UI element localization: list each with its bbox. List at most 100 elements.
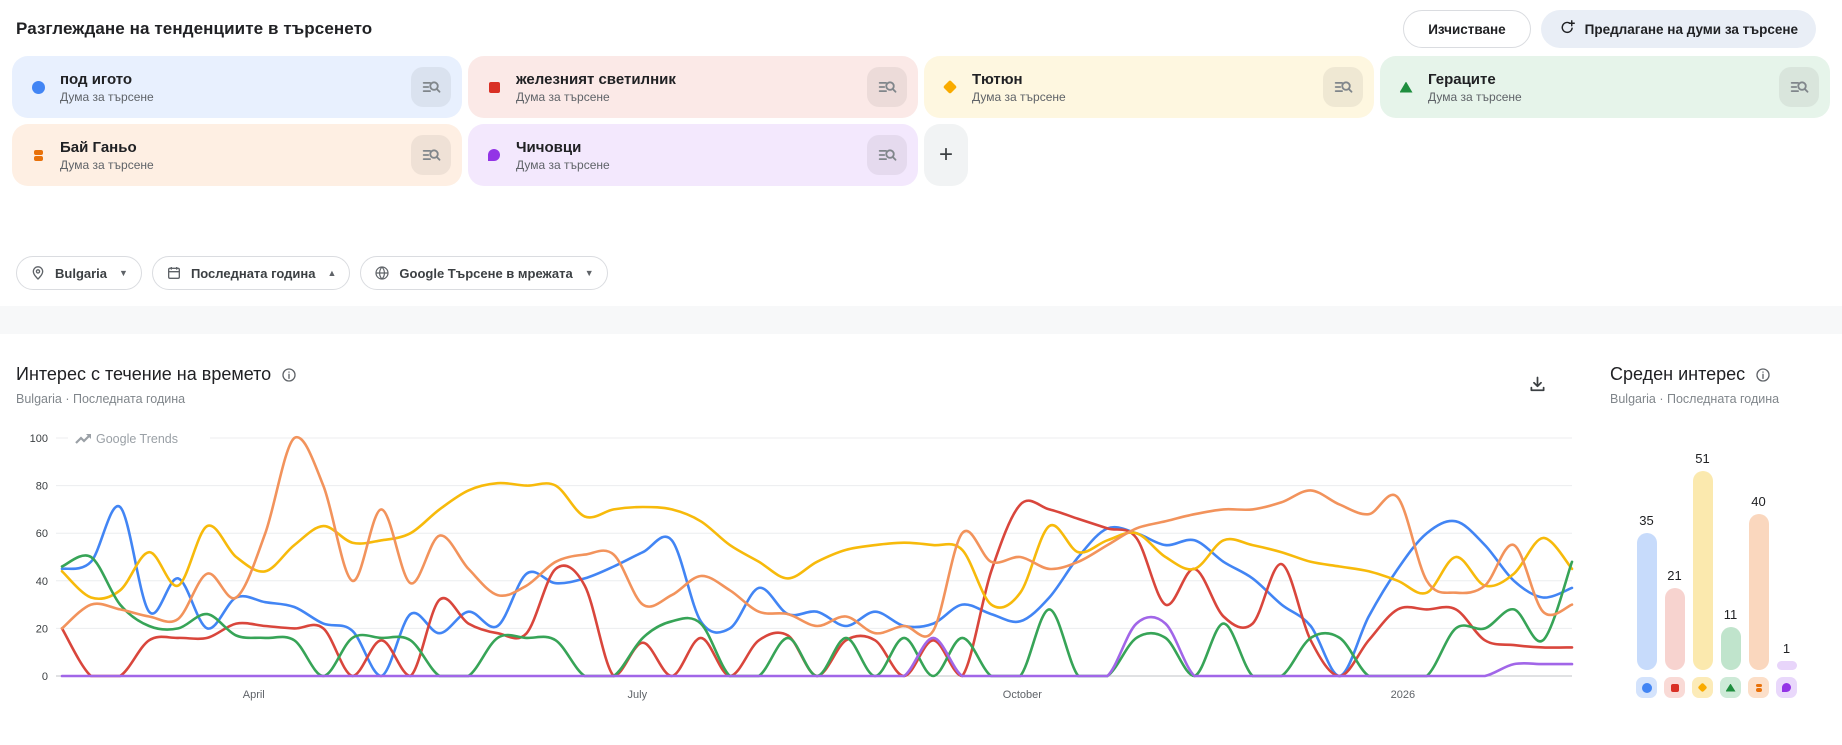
average-bar-column: 40	[1748, 494, 1769, 698]
bar-value-label: 40	[1751, 494, 1766, 509]
term-card[interactable]: под игото Дума за търсене	[12, 56, 462, 118]
term-label: железният светилник	[516, 70, 676, 88]
filter-pill[interactable]: Google Търсене в мрежата ▼	[360, 256, 608, 290]
interest-over-time-section: Интерес с течение на времето Bulgaria · …	[16, 364, 1586, 726]
svg-text:2026: 2026	[1391, 689, 1415, 701]
average-bar[interactable]	[1748, 514, 1769, 670]
average-interest-section: Среден интерес Bulgaria · Последната год…	[1610, 364, 1826, 726]
suggest-keywords-label: Предлагане на думи за търсене	[1584, 21, 1798, 37]
add-term-button[interactable]: +	[924, 124, 968, 186]
average-bar-column: 11	[1720, 607, 1741, 698]
legend-chip	[1776, 677, 1797, 698]
term-subtitle: Дума за търсене	[60, 157, 154, 172]
legend-chip	[1692, 677, 1713, 698]
manage-search-icon[interactable]	[411, 67, 451, 107]
download-icon[interactable]	[1523, 370, 1552, 402]
header-actions: Изчистване Предлагане на думи за търсене	[1403, 10, 1816, 48]
series-line	[60, 554, 1574, 678]
average-bar-column: 51	[1692, 451, 1713, 698]
term-marker	[486, 81, 502, 93]
auto-suggest-icon	[1559, 19, 1576, 39]
term-label: Бай Ганьо	[60, 138, 137, 156]
term-label: Гераците	[1428, 70, 1496, 88]
term-subtitle: Дума за търсене	[972, 89, 1066, 104]
interest-over-time-subtitle: Bulgaria · Последната година	[16, 392, 186, 406]
interest-line-chart: 0 20 40 60 80 100 Google Trends April July Octobe…	[16, 426, 1586, 726]
bar-value-label: 21	[1667, 568, 1682, 583]
filters-row: Bulgaria ▼ Последната година ▲ Google Тъ…	[0, 256, 1842, 290]
series-line	[60, 481, 1574, 609]
square-marker	[488, 81, 500, 93]
term-marker	[1398, 81, 1414, 93]
average-bar-chart: 35 21 51 11 40 1	[1610, 436, 1826, 698]
term-card[interactable]: Бай Ганьо Дума за търсене	[12, 124, 462, 186]
info-icon[interactable]	[281, 367, 297, 383]
term-label: Тютюн	[972, 70, 1023, 88]
double-square-marker	[33, 149, 43, 161]
average-bar[interactable]	[1664, 588, 1685, 670]
interest-over-time-title: Интерес с течение на времето	[16, 364, 272, 384]
bar-value-label: 1	[1782, 641, 1791, 656]
series-line	[60, 499, 1574, 678]
svg-text:60: 60	[36, 528, 48, 540]
term-subtitle: Дума за търсене	[60, 89, 154, 104]
quarter-circle-marker	[1782, 683, 1791, 692]
svg-text:0: 0	[42, 671, 48, 683]
term-label: Чичовци	[516, 138, 582, 156]
square-marker	[1670, 683, 1679, 692]
info-icon[interactable]	[1755, 367, 1771, 383]
location-pin-icon	[30, 265, 46, 281]
filter-label: Google Търсене в мрежата	[399, 265, 573, 281]
chevron-icon: ▼	[584, 268, 594, 278]
page-title: Разглеждане на тенденциите в търсенето	[16, 19, 373, 38]
term-subtitle: Дума за търсене	[516, 89, 610, 104]
svg-text:80: 80	[36, 481, 48, 493]
svg-text:20: 20	[36, 623, 48, 635]
term-marker	[30, 149, 46, 161]
average-bar[interactable]	[1692, 471, 1713, 670]
globe-icon	[374, 265, 390, 281]
circle-marker	[1641, 682, 1652, 693]
average-bar[interactable]	[1776, 661, 1797, 670]
filter-label: Bulgaria	[55, 265, 108, 281]
main-content: Интерес с течение на времето Bulgaria · …	[0, 334, 1842, 726]
clear-button[interactable]: Изчистване	[1403, 10, 1531, 48]
term-subtitle: Дума за търсене	[1428, 89, 1522, 104]
average-bar[interactable]	[1636, 533, 1657, 670]
search-terms-grid: под игото Дума за търсене железният свет…	[0, 48, 1842, 186]
term-marker	[30, 80, 46, 94]
calendar-icon	[166, 265, 182, 281]
circle-marker	[31, 80, 45, 94]
svg-text:April: April	[243, 689, 265, 701]
quarter-circle-marker	[488, 149, 500, 161]
filter-pill[interactable]: Последната година ▲	[151, 256, 351, 290]
bar-value-label: 35	[1639, 513, 1654, 528]
manage-search-icon[interactable]	[411, 135, 451, 175]
suggest-keywords-button[interactable]: Предлагане на думи за търсене	[1540, 10, 1816, 48]
average-bar[interactable]	[1720, 627, 1741, 670]
filter-pill[interactable]: Bulgaria ▼	[16, 256, 142, 290]
manage-search-icon[interactable]	[1779, 67, 1819, 107]
manage-search-icon[interactable]	[867, 67, 907, 107]
double-square-marker	[1755, 683, 1762, 692]
term-card[interactable]: Чичовци Дума за търсене	[468, 124, 918, 186]
chevron-icon: ▲	[327, 268, 337, 278]
chevron-icon: ▼	[119, 268, 128, 278]
triangle-marker	[1399, 81, 1413, 93]
google-trends-explore-page: Разглеждане на тенденциите в търсенето И…	[0, 10, 1842, 726]
trending-up-icon	[75, 434, 91, 444]
term-card[interactable]: Гераците Дума за търсене	[1380, 56, 1830, 118]
manage-search-icon[interactable]	[1323, 67, 1363, 107]
series-line	[60, 435, 1574, 638]
term-card[interactable]: железният светилник Дума за търсене	[468, 56, 918, 118]
triangle-marker	[1725, 683, 1736, 692]
series-line	[60, 505, 1574, 678]
filter-label: Последната година	[190, 265, 316, 281]
manage-search-icon[interactable]	[867, 135, 907, 175]
average-bar-column: 1	[1776, 641, 1797, 698]
term-card[interactable]: Тютюн Дума за търсене	[924, 56, 1374, 118]
average-bar-column: 21	[1664, 568, 1685, 698]
diamond-marker	[942, 79, 958, 95]
legend-chip	[1720, 677, 1741, 698]
bar-value-label: 11	[1723, 607, 1738, 622]
